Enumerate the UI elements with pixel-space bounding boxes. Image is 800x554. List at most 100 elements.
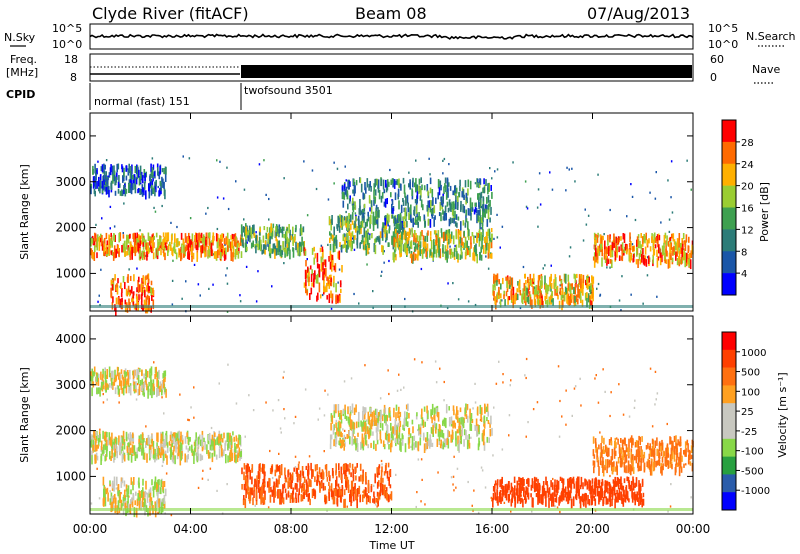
band-cell (390, 422, 392, 431)
band-cell (312, 470, 314, 476)
band-cell (150, 366, 153, 376)
band-cell (306, 290, 308, 296)
scatter-cell (179, 393, 181, 396)
band-cell (382, 477, 384, 483)
band-cell (362, 426, 365, 432)
band-cell (421, 417, 424, 426)
band-cell (481, 221, 484, 230)
band-cell (355, 421, 358, 429)
scatter-cell (479, 418, 482, 421)
band-cell (494, 483, 496, 489)
band-cell (150, 190, 153, 196)
scatter-cell (306, 258, 308, 261)
band-cell (306, 481, 308, 489)
band-cell (437, 192, 439, 200)
band-cell (407, 202, 409, 209)
band-cell (496, 273, 499, 283)
band-cell (122, 450, 125, 459)
band-cell (361, 220, 364, 228)
band-cell (684, 258, 686, 268)
scatter-cell (474, 382, 476, 385)
band-cell (350, 480, 353, 491)
band-cell (575, 485, 578, 490)
band-cell (479, 404, 482, 414)
band-cell (339, 427, 341, 437)
band-cell (399, 223, 401, 233)
band-cell (417, 221, 419, 228)
band-cell (545, 300, 547, 305)
band-cell (661, 252, 663, 263)
scatter-cell (599, 431, 601, 434)
band-cell (384, 224, 386, 234)
band-cell (469, 180, 472, 190)
band-cell (508, 296, 510, 301)
band-cell (442, 247, 444, 253)
band-cell (386, 213, 389, 221)
band-cell (348, 430, 350, 436)
band-cell (490, 415, 492, 425)
band-cell (209, 241, 212, 246)
band-cell (674, 242, 677, 251)
band-cell (372, 498, 374, 503)
band-cell (623, 478, 626, 484)
band-cell (247, 235, 249, 242)
band-cell (237, 251, 240, 259)
scatter-cell (404, 297, 406, 301)
band-cell (496, 489, 498, 499)
band-cell (408, 231, 410, 241)
band-cell (571, 478, 574, 484)
band-cell (230, 241, 233, 249)
band-cell (552, 496, 554, 503)
band-cell (142, 449, 145, 460)
band-cell (106, 178, 108, 185)
band-cell (514, 294, 516, 305)
scatter-cell (90, 502, 93, 505)
band-cell (219, 441, 222, 446)
band-cell (640, 233, 642, 239)
band-cell (335, 422, 337, 429)
band-cell (527, 288, 529, 294)
band-cell (129, 432, 132, 442)
band-cell (456, 251, 458, 259)
band-cell (445, 233, 447, 241)
band-cell (170, 245, 172, 250)
band-cell (178, 440, 180, 450)
band-cell (514, 496, 517, 506)
band-cell (192, 450, 195, 457)
band-cell (628, 480, 630, 487)
band-cell (126, 302, 128, 307)
noise-tick-right-bottom: 10^0 (708, 38, 738, 51)
band-cell (342, 234, 345, 242)
scatter-cell (151, 157, 154, 160)
scatter-cell (453, 489, 455, 492)
band-cell (467, 435, 469, 440)
band-cell (618, 255, 621, 261)
band-cell (604, 255, 607, 264)
band-cell (203, 236, 206, 247)
band-cell (574, 296, 576, 303)
band-cell (258, 464, 261, 469)
band-cell (376, 481, 379, 489)
band-cell (385, 221, 387, 230)
band-cell (368, 242, 370, 248)
band-cell (152, 252, 155, 260)
band-cell (173, 243, 176, 254)
band-cell (228, 238, 231, 248)
band-cell (277, 248, 279, 255)
band-cell (314, 476, 316, 483)
band-cell (632, 492, 634, 500)
band-cell (358, 411, 360, 422)
band-cell (158, 245, 160, 251)
band-cell (441, 232, 443, 238)
band-cell (589, 289, 592, 295)
band-cell (318, 264, 321, 273)
band-cell (392, 207, 394, 214)
band-cell (539, 288, 541, 299)
band-cell (573, 286, 575, 295)
band-cell (359, 199, 361, 209)
band-cell (143, 252, 146, 260)
band-cell (378, 189, 381, 200)
band-cell (380, 195, 383, 203)
band-cell (485, 231, 488, 240)
band-cell (231, 233, 234, 240)
